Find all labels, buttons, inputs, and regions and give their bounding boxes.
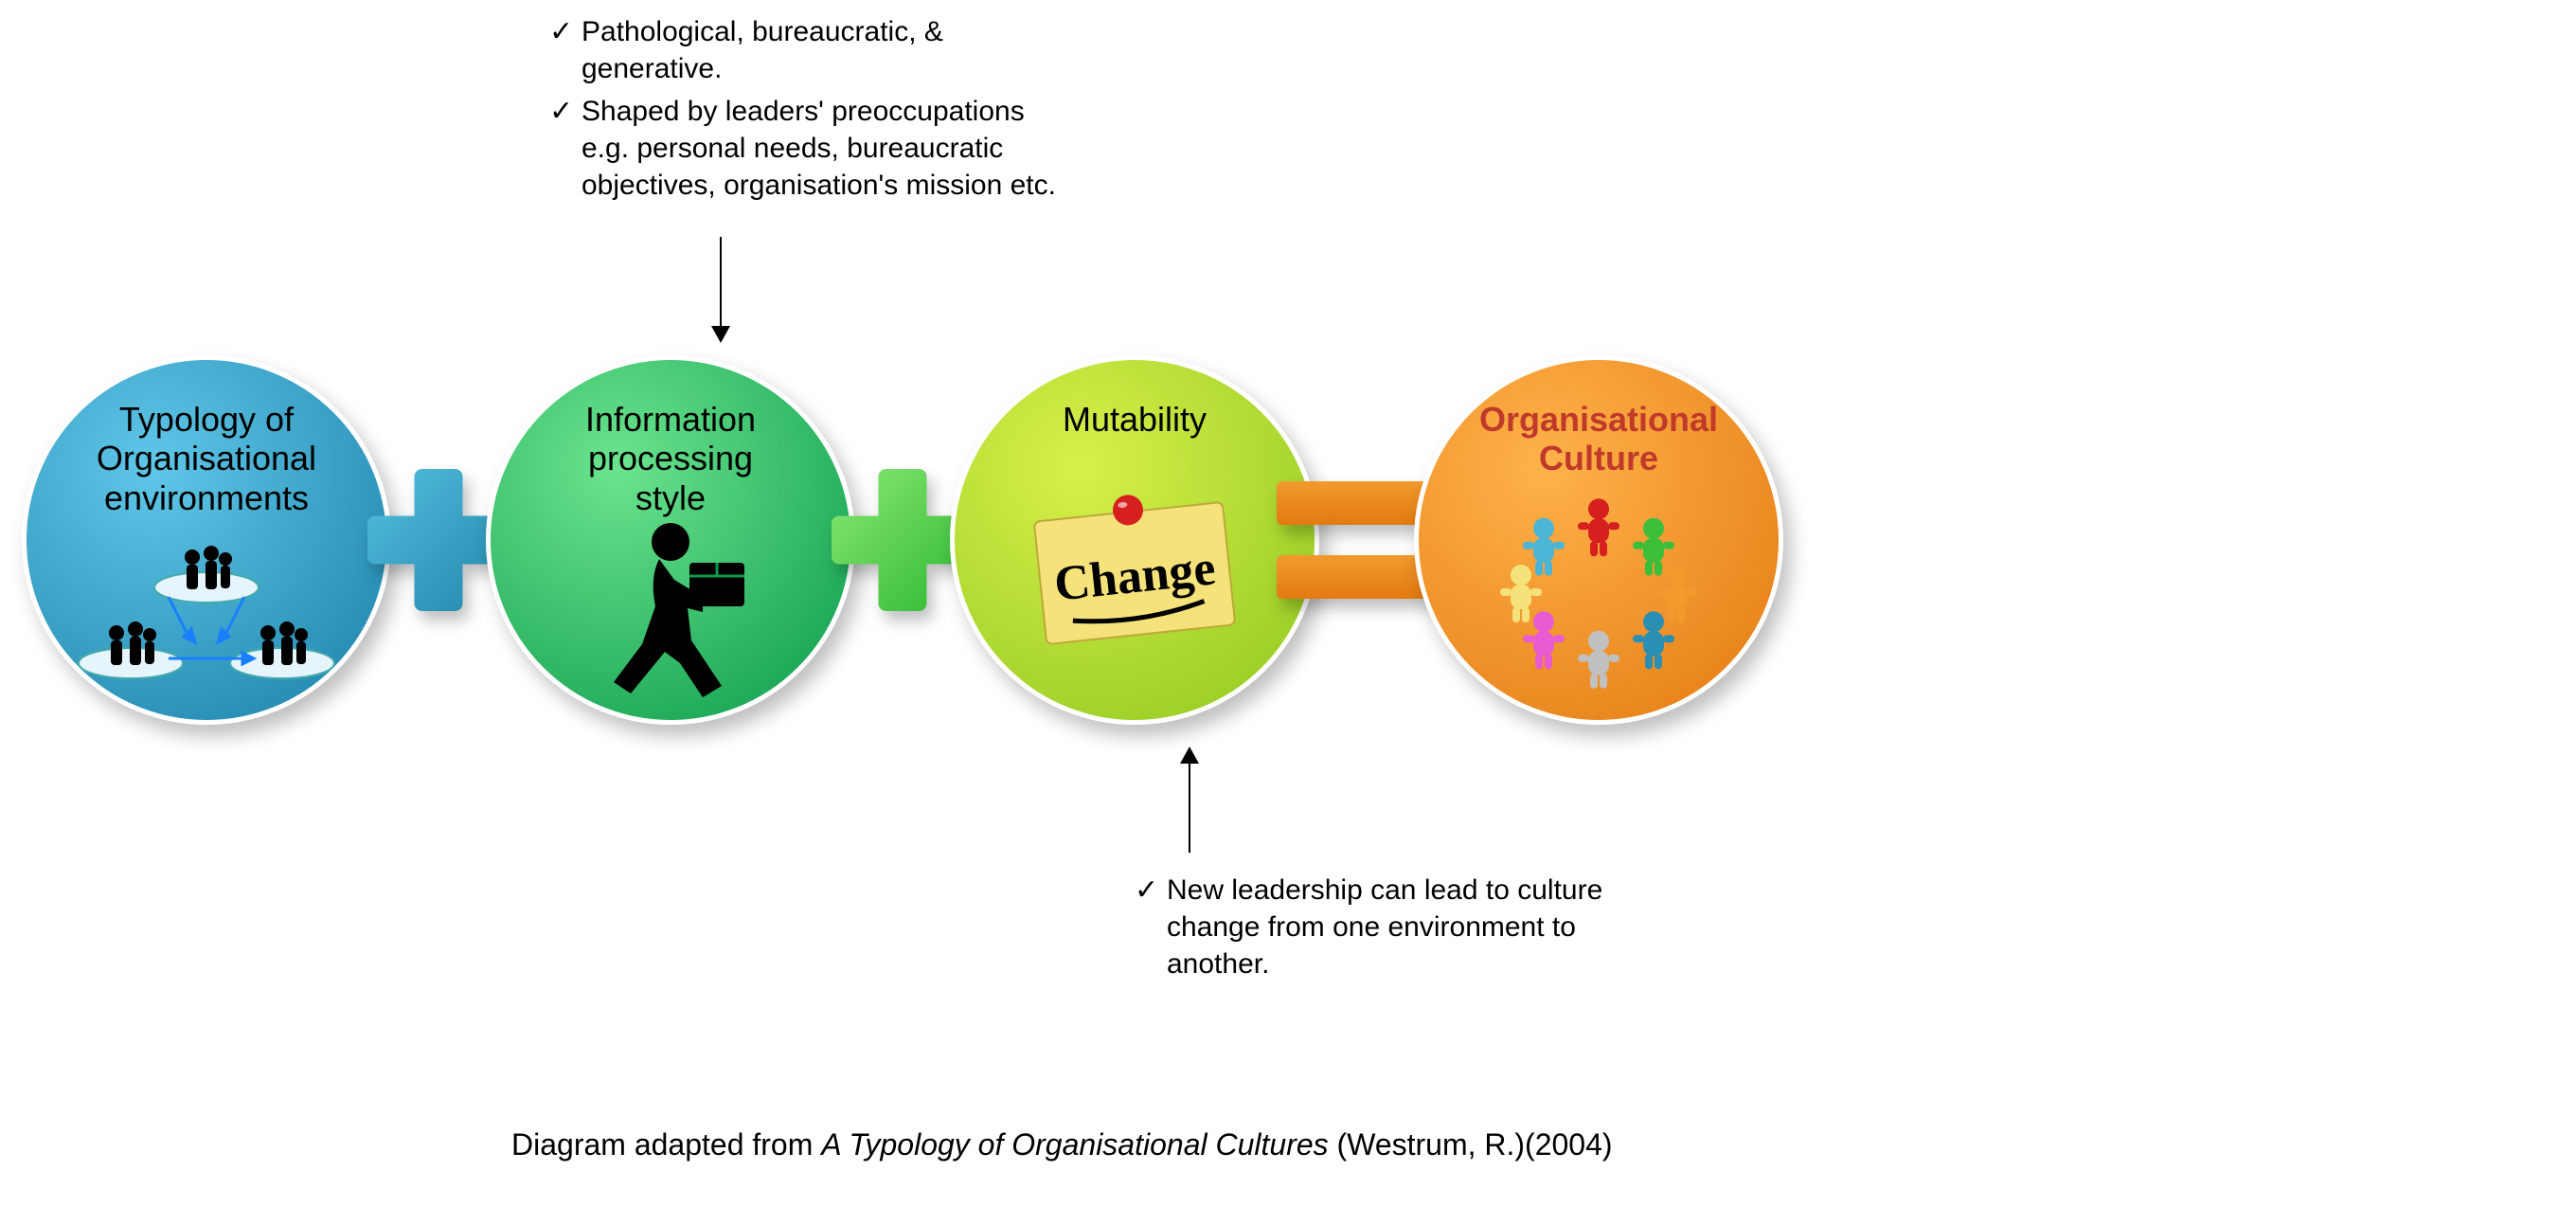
circle-org-culture: Organisational Culture [1414, 355, 1783, 725]
check-icon: ✓ [1135, 872, 1167, 982]
check-icon: ✓ [549, 13, 581, 87]
circle-mutability: Mutability Change [950, 355, 1319, 725]
annotation-item-text: Shaped by leaders' preoccupations e.g. p… [581, 93, 1080, 204]
circle-typology: Typology of Organisational environments [22, 355, 391, 725]
citation-text: Diagram adapted from A Typology of Organ… [511, 1127, 1613, 1162]
people-ring-icon [1466, 478, 1731, 696]
annotation-top: ✓Pathological, bureaucratic, & generativ… [549, 13, 1080, 209]
arrow-down-icon [720, 237, 722, 341]
circle-info-processing: Information processing style [486, 355, 855, 725]
arrow-up-icon [1189, 748, 1190, 853]
check-icon: ✓ [549, 93, 581, 204]
circle-org-culture-label: Organisational Culture [1479, 400, 1718, 478]
circle-info-processing-label: Information processing style [585, 400, 756, 517]
circle-typology-label: Typology of Organisational environments [97, 400, 316, 517]
diagram-canvas: Typology of Organisational environments [0, 0, 2576, 1207]
circle-mutability-label: Mutability [1063, 400, 1207, 439]
people-groups-icon [64, 531, 349, 692]
person-carrying-box-icon [576, 521, 765, 701]
annotation-item: ✓Pathological, bureaucratic, & generativ… [549, 13, 1080, 87]
annotation-item-text: Pathological, bureaucratic, & generative… [581, 13, 1080, 87]
change-sticky-note-icon: Change [1011, 483, 1258, 663]
annotation-item: ✓Shaped by leaders' preoccupations e.g. … [549, 93, 1080, 204]
annotation-item: ✓New leadership can lead to culture chan… [1135, 872, 1627, 982]
annotation-bottom: ✓New leadership can lead to culture chan… [1135, 872, 1627, 988]
annotation-item-text: New leadership can lead to culture chang… [1167, 872, 1627, 982]
